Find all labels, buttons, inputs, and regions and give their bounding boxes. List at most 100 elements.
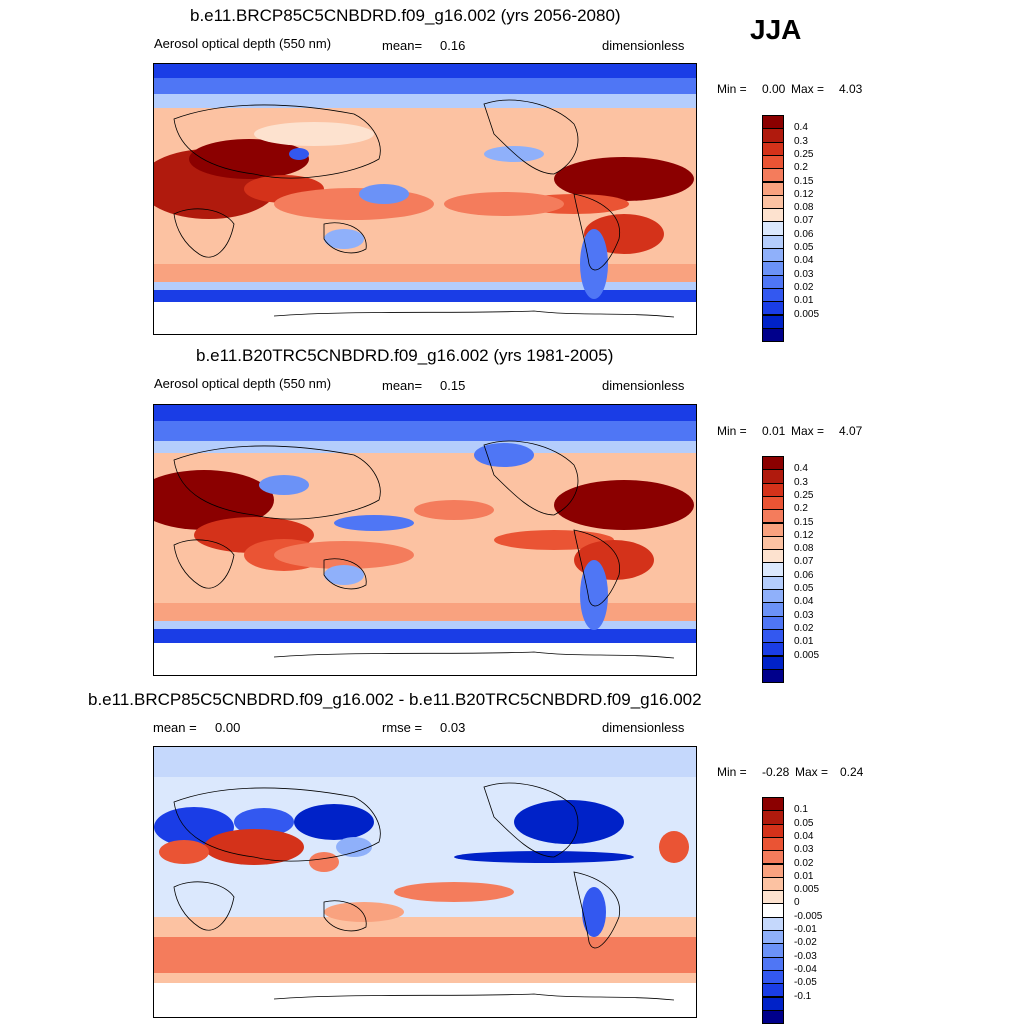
- panel-3-mean-value: 0.00: [215, 720, 241, 735]
- colorbar-level-label: -0.005: [794, 910, 823, 922]
- colorbar-level-label: 0.05: [794, 583, 814, 594]
- colorbar-swatch: [762, 509, 784, 524]
- colorbar-swatch: [762, 495, 784, 511]
- panel-3-colorbar: 0.1 0.05 0.04 0.03 0.02 0.01 0.005 0 -0.005 -0.01…: [762, 797, 842, 1024]
- colorbar-level-label: 0.01: [794, 636, 814, 648]
- colorbar-level-label: 0.12: [794, 529, 814, 541]
- colorbar-level-label: 0.02: [794, 281, 814, 293]
- colorbar-level-label: -0.02: [794, 937, 817, 949]
- colorbar-swatch: [762, 549, 784, 564]
- colorbar-swatch: [762, 996, 784, 1011]
- colorbar-level-label: 0.3: [794, 476, 808, 488]
- colorbar-swatch: [762, 930, 784, 945]
- colorbar-swatch: [762, 301, 784, 316]
- colorbar-swatch: [762, 482, 784, 497]
- panel-1-mean-value: 0.16: [440, 38, 466, 53]
- panel-2-min-label: Min =: [717, 424, 747, 438]
- panel-1-colorbar: 0.4 0.3 0.25 0.2 0.15 0.12 0.08 0.07 0.06 0.05 0.0…: [762, 115, 842, 343]
- colorbar-level-label: 0.005: [794, 649, 820, 661]
- colorbar-level-label: -0.05: [794, 977, 817, 989]
- panel-1-min-value: 0.00: [762, 82, 786, 96]
- colorbar-swatch: [762, 314, 784, 329]
- colorbar-swatch: [762, 836, 784, 852]
- colorbar-level-label: 0.25: [794, 489, 814, 501]
- panel-2-mean-value: 0.15: [440, 378, 466, 393]
- panel-1-max-value: 4.03: [839, 82, 863, 96]
- colorbar-swatch: [762, 642, 784, 657]
- colorbar-level-label: 0.03: [794, 609, 814, 621]
- colorbar-level-label: 0.04: [794, 830, 814, 842]
- colorbar-swatch: [762, 194, 784, 210]
- colorbar-level-label: 0.005: [794, 308, 820, 320]
- panel-1-map: [153, 63, 697, 335]
- panel-2-colorbar: 0.4 0.3 0.25 0.2 0.15 0.12 0.08 0.07 0.06 0.05 0.0…: [762, 456, 842, 684]
- colorbar-swatch: [762, 876, 784, 892]
- colorbar-swatch: [762, 208, 784, 223]
- colorbar-level-label: 0.15: [794, 175, 814, 187]
- panel-1-title: b.e11.BRCP85C5CNBDRD.f09_g16.002 (yrs 20…: [190, 6, 621, 25]
- colorbar-swatch: [762, 141, 784, 156]
- colorbar-level-label: 0.05: [794, 817, 814, 829]
- panel-3-rmse-label: rmse =: [382, 720, 423, 735]
- panel-2-mean-label: mean=: [382, 378, 423, 393]
- panel-2-map: [153, 404, 697, 676]
- colorbar-swatch: [762, 234, 784, 249]
- colorbar-swatch: [762, 327, 784, 343]
- colorbar-swatch: [762, 655, 784, 670]
- colorbar-swatch: [762, 248, 784, 263]
- colorbar-level-label: 0.01: [794, 870, 814, 882]
- panel-3-max-label: Max =: [795, 765, 829, 779]
- colorbar-swatch: [762, 181, 784, 196]
- colorbar-swatch: [762, 469, 784, 484]
- colorbar-swatch: [762, 575, 784, 590]
- colorbar-swatch: [762, 969, 784, 985]
- colorbar-swatch: [762, 916, 784, 931]
- colorbar-swatch: [762, 221, 784, 236]
- season-label: JJA: [750, 14, 802, 45]
- colorbar-swatch: [762, 287, 784, 303]
- colorbar-level-label: -0.01: [794, 924, 817, 935]
- colorbar-swatch: [762, 797, 784, 812]
- panel-2-min-value: 0.01: [762, 424, 786, 438]
- colorbar-level-label: 0.05: [794, 242, 814, 253]
- colorbar-level-label: 0.08: [794, 543, 814, 555]
- colorbar-swatch: [762, 1009, 784, 1024]
- colorbar-swatch: [762, 589, 784, 604]
- colorbar-level-label: 0.15: [794, 516, 814, 528]
- panel-3-max-value: 0.24: [840, 765, 864, 779]
- colorbar-swatch: [762, 274, 784, 289]
- colorbar-level-label: 0.005: [794, 884, 820, 896]
- colorbar-level-label: 0.07: [794, 556, 814, 568]
- panel-2-variable-label: Aerosol optical depth (550 nm): [154, 376, 332, 391]
- colorbar-swatch: [762, 863, 784, 878]
- colorbar-level-label: 0.4: [794, 122, 808, 134]
- panel-3-title: b.e11.BRCP85C5CNBDRD.f09_g16.002 - b.e11…: [88, 690, 702, 709]
- colorbar-swatch: [762, 562, 784, 577]
- panel-2-units: dimensionless: [602, 378, 685, 393]
- panel-3-min-value: -0.28: [762, 765, 790, 779]
- colorbar-swatch: [762, 115, 784, 130]
- panel-1-units: dimensionless: [602, 38, 685, 53]
- colorbar-level-label: 0.4: [794, 463, 808, 475]
- panel-1-variable-label: Aerosol optical depth (550 nm): [154, 36, 332, 51]
- colorbar-swatch: [762, 168, 784, 183]
- panel-2-title: b.e11.B20TRC5CNBDRD.f09_g16.002 (yrs 198…: [196, 346, 614, 365]
- colorbar-level-label: 0.2: [794, 162, 808, 174]
- colorbar-level-label: 0.08: [794, 202, 814, 214]
- colorbar-swatch: [762, 456, 784, 471]
- panel-3-mean-label: mean =: [153, 720, 197, 735]
- panel-1-min-label: Min =: [717, 82, 747, 96]
- colorbar-swatch: [762, 628, 784, 644]
- colorbar-level-label: -0.03: [794, 950, 817, 962]
- colorbar-level-label: 0.02: [794, 622, 814, 634]
- colorbar-level-label: 0.2: [794, 503, 808, 515]
- colorbar-swatch: [762, 823, 784, 838]
- colorbar-level-label: -0.04: [794, 963, 817, 975]
- panel-3-map: [153, 746, 697, 1018]
- colorbar-level-label: -0.1: [794, 990, 812, 1002]
- panel-3-units: dimensionless: [602, 720, 685, 735]
- panel-1-max-label: Max =: [791, 82, 825, 96]
- panel-2-max-label: Max =: [791, 424, 825, 438]
- colorbar-swatch: [762, 261, 784, 276]
- colorbar-level-label: 0.02: [794, 857, 814, 869]
